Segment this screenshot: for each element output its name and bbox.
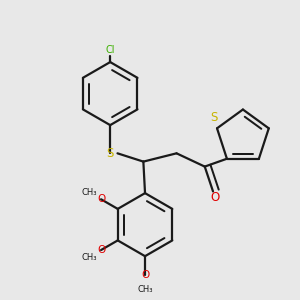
- Text: Cl: Cl: [105, 45, 115, 55]
- Text: S: S: [211, 111, 218, 124]
- Text: O: O: [97, 245, 105, 255]
- Text: O: O: [97, 194, 105, 204]
- Text: CH₃: CH₃: [137, 285, 153, 294]
- Text: O: O: [141, 270, 149, 280]
- Text: CH₃: CH₃: [81, 188, 97, 197]
- Text: S: S: [106, 147, 114, 160]
- Text: O: O: [210, 191, 219, 204]
- Text: CH₃: CH₃: [81, 253, 97, 262]
